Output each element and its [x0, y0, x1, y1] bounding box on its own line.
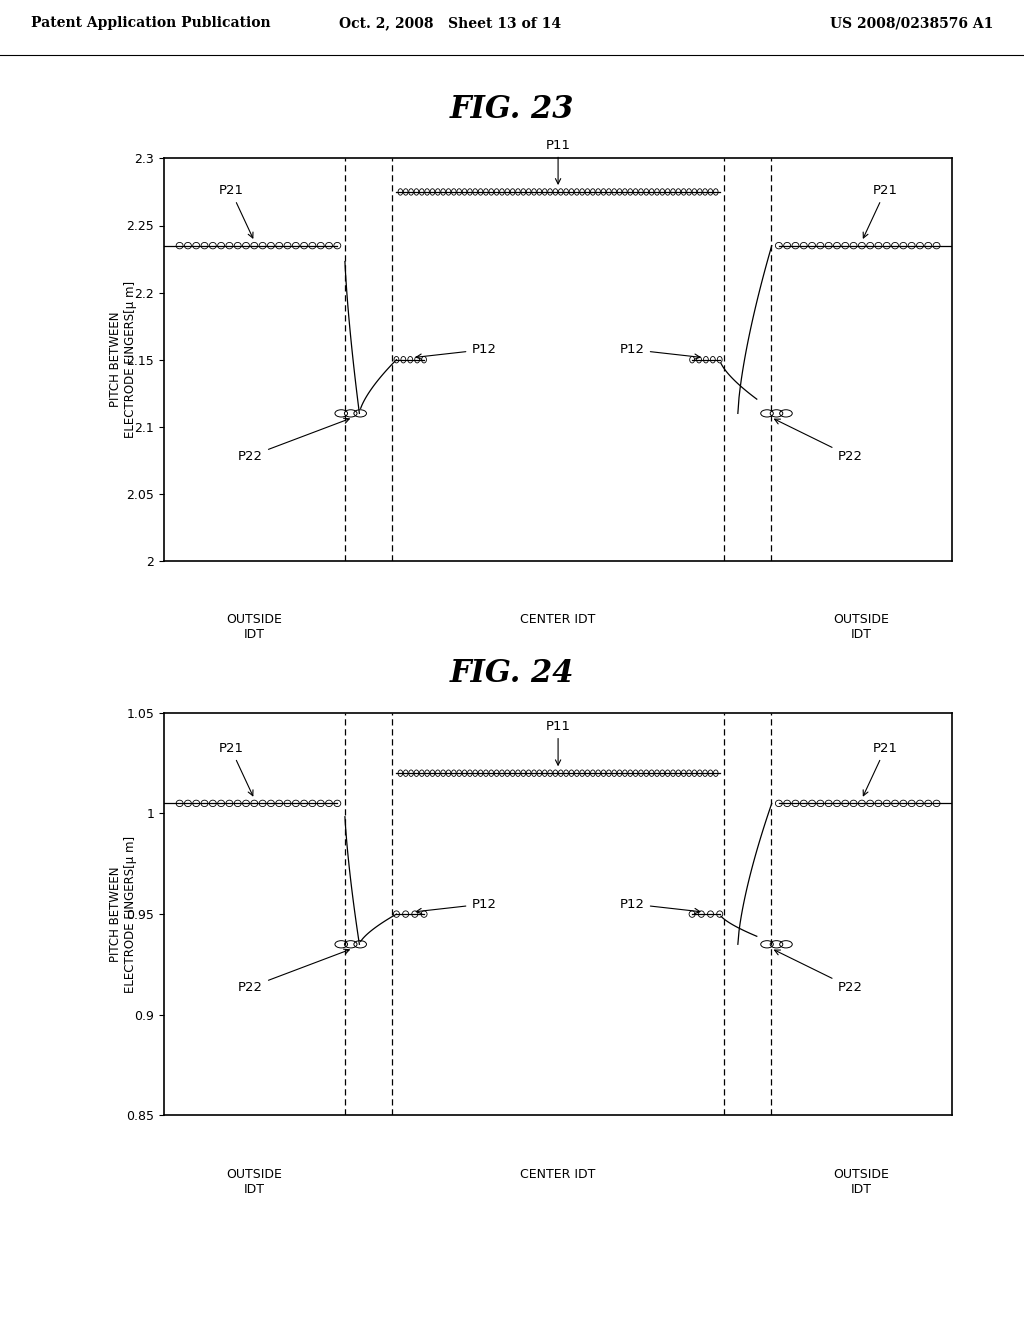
Text: P11: P11 [546, 139, 570, 183]
Text: P21: P21 [863, 185, 898, 238]
Text: Oct. 2, 2008   Sheet 13 of 14: Oct. 2, 2008 Sheet 13 of 14 [340, 16, 561, 30]
Text: US 2008/0238576 A1: US 2008/0238576 A1 [829, 16, 993, 30]
Text: OUTSIDE
IDT: OUTSIDE IDT [226, 1168, 283, 1196]
Text: P22: P22 [774, 420, 862, 462]
Text: P22: P22 [238, 418, 349, 462]
Text: Patent Application Publication: Patent Application Publication [31, 16, 270, 30]
Text: OUTSIDE
IDT: OUTSIDE IDT [834, 614, 890, 642]
Text: P12: P12 [620, 343, 700, 359]
Text: P12: P12 [416, 343, 497, 359]
Text: P22: P22 [238, 949, 349, 994]
Text: P21: P21 [218, 742, 253, 796]
Text: P22: P22 [774, 950, 862, 994]
Y-axis label: PITCH BETWEEN
ELECTRODE FINGERS[μ m]: PITCH BETWEEN ELECTRODE FINGERS[μ m] [110, 836, 137, 993]
Text: OUTSIDE
IDT: OUTSIDE IDT [834, 1168, 890, 1196]
Text: CENTER IDT: CENTER IDT [520, 1168, 596, 1180]
Text: FIG. 24: FIG. 24 [450, 657, 574, 689]
Text: P12: P12 [416, 898, 497, 913]
Text: P11: P11 [546, 719, 570, 766]
Text: CENTER IDT: CENTER IDT [520, 614, 596, 626]
Text: FIG. 23: FIG. 23 [450, 94, 574, 125]
Text: P12: P12 [620, 898, 700, 913]
Y-axis label: PITCH BETWEEN
ELECTRODE FINGERS[μ m]: PITCH BETWEEN ELECTRODE FINGERS[μ m] [110, 281, 137, 438]
Text: OUTSIDE
IDT: OUTSIDE IDT [226, 614, 283, 642]
Text: P21: P21 [218, 185, 253, 238]
Text: P21: P21 [863, 742, 898, 796]
